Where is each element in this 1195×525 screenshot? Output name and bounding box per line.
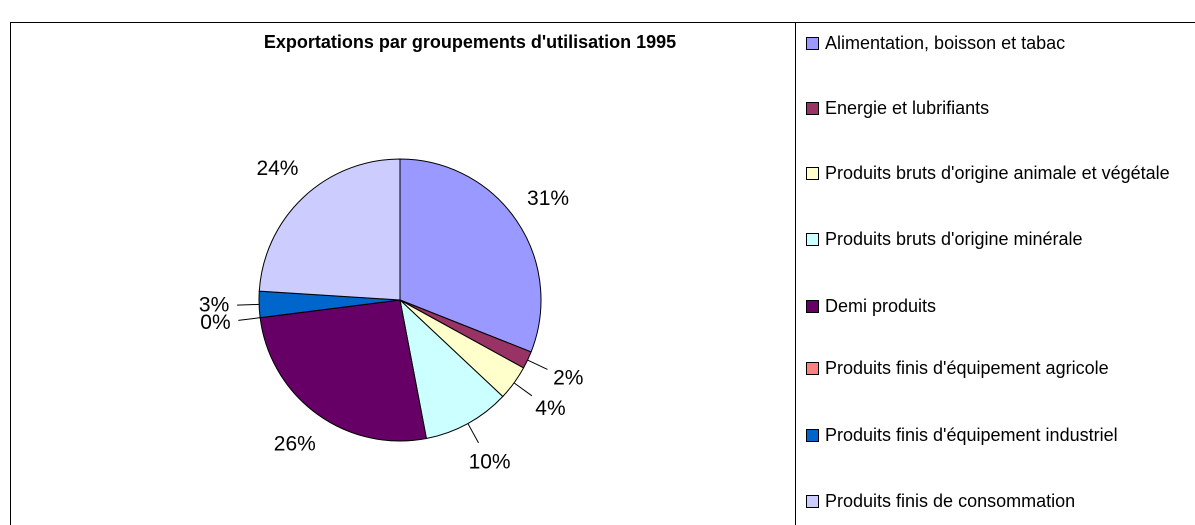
data-label: 24% (256, 157, 298, 180)
chart-frame (10, 22, 1195, 525)
legend-item: Produits bruts d'origine minérale (806, 226, 1191, 252)
chart-title: Exportations par groupements d'utilisati… (264, 32, 676, 52)
legend-label: Produits finis de consommation (825, 491, 1076, 511)
data-label: 0% (200, 311, 230, 334)
legend-swatch (806, 429, 819, 442)
legend-label: Produits bruts d'origine animale et végé… (825, 163, 1170, 183)
data-label: 31% (527, 187, 569, 210)
pie-slice (399, 158, 542, 353)
legend-swatch (806, 167, 819, 180)
legend-swatch (806, 102, 819, 115)
chart: Exportations par groupements d'utilisati… (199, 32, 676, 474)
pie-slice (399, 298, 504, 440)
data-label: 2% (553, 367, 583, 390)
leader-line (513, 382, 533, 397)
legend-swatch (806, 233, 819, 246)
legend-item: Energie et lubrifiants (806, 95, 1191, 121)
legend: Alimentation, boisson et tabac Energie et… (795, 22, 1195, 525)
legend-swatch (806, 495, 819, 508)
legend-label: Demi produits (825, 296, 937, 316)
legend-item: Produits finis d'équipement agricole (806, 355, 1191, 381)
legend-swatch (806, 362, 819, 375)
legend-label: Produits finis d'équipement agricole (825, 358, 1109, 378)
leader-line (467, 423, 479, 444)
data-label: 3% (199, 293, 229, 316)
leader-line (527, 359, 548, 370)
legend-item: Produits finis de consommation (806, 488, 1191, 514)
leader-line (238, 317, 261, 321)
leader-line (237, 303, 260, 306)
legend-item: Produits bruts d'origine animale et végé… (806, 160, 1191, 186)
data-label: 4% (535, 397, 565, 420)
legend-item: Alimentation, boisson et tabac (806, 30, 1191, 56)
legend-swatch (806, 37, 819, 50)
legend-item: Produits finis d'équipement industriel (806, 422, 1191, 448)
legend-swatch (806, 300, 819, 313)
legend-item: Demi produits (806, 293, 1191, 319)
legend-label: Produits bruts d'origine minérale (825, 229, 1083, 249)
legend-label: Alimentation, boisson et tabac (825, 33, 1066, 53)
legend-label: Produits finis d'équipement industriel (825, 425, 1118, 445)
data-label: 10% (469, 451, 511, 474)
pie-slice (258, 158, 401, 301)
pie-slice (259, 299, 428, 442)
data-label: 26% (274, 432, 316, 455)
legend-label: Energie et lubrifiants (825, 98, 990, 118)
